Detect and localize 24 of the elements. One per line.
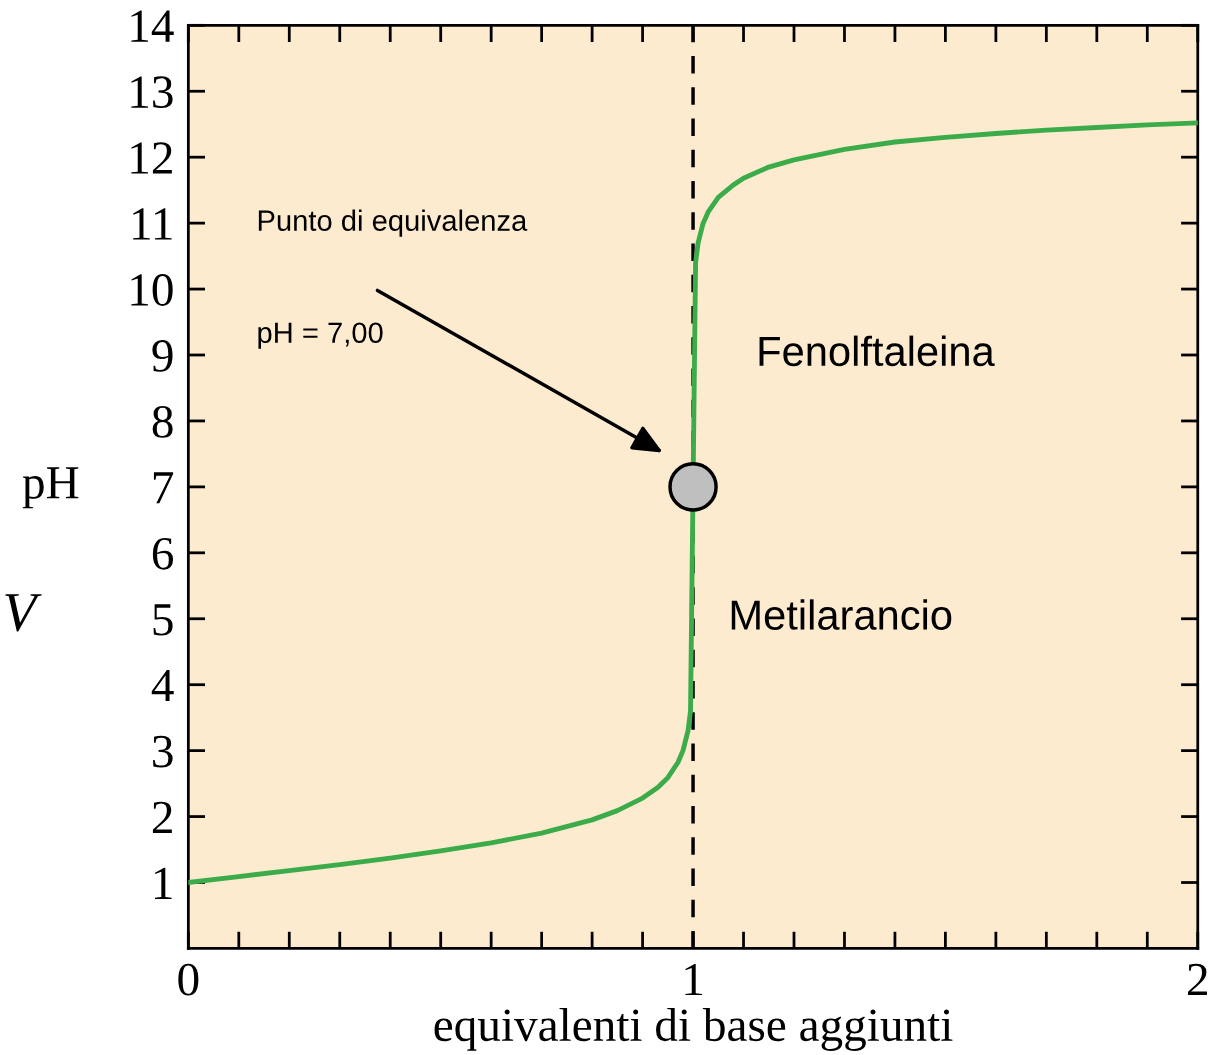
y-tick-label: 7 (153, 472, 174, 504)
y-axis-title: pH (22, 467, 79, 509)
y-tick-label: 5 (153, 604, 173, 636)
y-tick-label: 10 (131, 274, 173, 306)
y-tick-label: 14 (131, 10, 174, 42)
y-tick-label: 4 (151, 669, 174, 702)
x-tick-label: 0 (178, 963, 199, 996)
y-tick-label: 13 (131, 76, 173, 109)
y-tick-label: 2 (152, 801, 172, 833)
y-tick-label: 3 (153, 735, 173, 768)
annotation: pH = 7,00 (258, 322, 383, 349)
y-tick-label: 11 (133, 208, 172, 240)
y-tick-label: 1 (155, 867, 172, 899)
x-axis-title: equivalenti di base aggiunti (434, 1007, 953, 1051)
y-tick-label: 12 (131, 142, 172, 174)
y-tick-label: 8 (152, 405, 173, 438)
x-tick-label: 1 (685, 963, 703, 996)
y-tick-label: 9 (152, 340, 173, 372)
y-tick-label: 6 (152, 537, 174, 570)
text: V (5, 594, 42, 632)
annotation: Fenolftaleina (759, 335, 995, 367)
annotation: Metilarancio (731, 599, 952, 630)
annotation: Punto di equivalenza (258, 209, 528, 237)
x-tick-label: 2 (1188, 963, 1207, 996)
